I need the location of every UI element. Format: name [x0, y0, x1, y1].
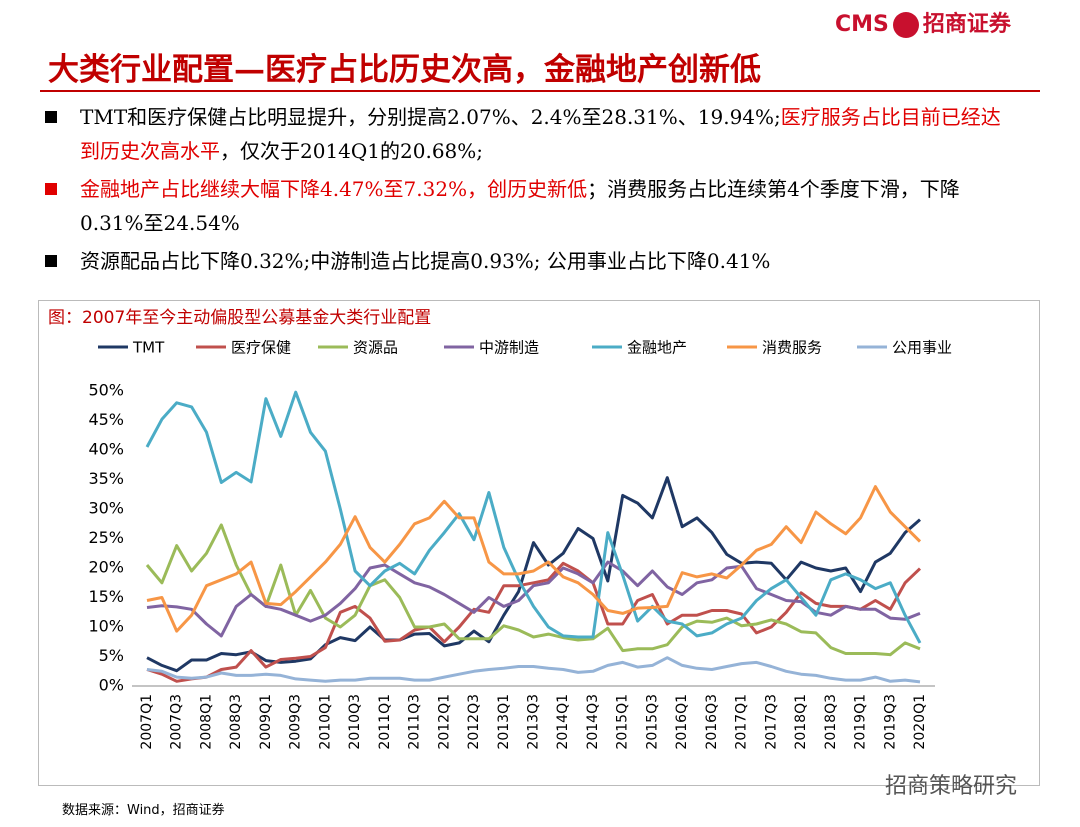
bullet-marker: [45, 255, 57, 267]
x-tick-label: 2019Q3: [882, 694, 898, 750]
y-tick-label: 35%: [88, 469, 124, 488]
x-tick-label: 2009Q1: [258, 694, 274, 750]
x-tick-label: 2014Q1: [555, 694, 571, 750]
bullet: TMT和医疗保健占比明显提升，分别提高2.07%、2.4%至28.31%、19.…: [45, 100, 1020, 168]
x-tick-label: 2015Q1: [615, 694, 631, 750]
x-tick-label: 2010Q1: [317, 694, 333, 750]
series-line: [146, 561, 922, 683]
x-tick-label: 2011Q3: [407, 694, 423, 750]
x-tick-label: 2013Q3: [526, 694, 542, 750]
y-tick-label: 25%: [88, 528, 124, 547]
y-tick-label: 10%: [88, 617, 124, 636]
bullet-text: ；消费服务占比连续第4个季度下滑，下降0.31%至24.54%: [80, 177, 960, 235]
legend-label: 中游制造: [479, 339, 539, 357]
x-tick-label: 2012Q3: [466, 694, 482, 750]
source: 数据来源：Wind，招商证券: [62, 803, 225, 818]
y-tick-label: 45%: [88, 410, 124, 429]
x-tick-label: 2020Q1: [912, 694, 928, 750]
y-tick-label: 40%: [88, 440, 124, 459]
chart-title: 图：2007年至今主动偏股型公募基金大类行业配置: [48, 308, 431, 328]
bullet-text: 金融地产占比继续大幅下降4.47%至7.32%，创历史新低: [80, 177, 588, 201]
y-tick-label: 0%: [99, 676, 124, 695]
bullet-marker: [45, 111, 57, 123]
series-line: [145, 523, 921, 657]
legend-label: 金融地产: [627, 339, 687, 357]
bullet-text: ，仅次于2014Q1的20.68%;: [220, 139, 484, 163]
x-tick-label: 2013Q1: [496, 694, 512, 750]
legend-label: TMT: [132, 339, 165, 357]
series-line: [146, 485, 922, 633]
x-tick-label: 2008Q3: [228, 694, 244, 750]
logo-icon: [892, 12, 919, 38]
x-tick-label: 2008Q1: [198, 694, 214, 750]
x-tick-label: 2009Q3: [288, 694, 304, 750]
bullet-text: 资源配品占比下降0.32%;中游制造占比提高0.93%; 公用事业占比下降0.4…: [80, 249, 771, 273]
x-tick-label: 2018Q3: [823, 694, 839, 750]
series-line: [146, 476, 921, 673]
title-rule: [40, 90, 1040, 92]
legend-label: 消费服务: [762, 339, 822, 357]
slide-title: 大类行业配置—医疗占比历史次高，金融地产创新低: [48, 52, 761, 88]
bullet-text: TMT和医疗保健占比明显提升，分别提高2.07%、2.4%至28.31%、19.…: [80, 105, 781, 129]
y-tick-label: 5%: [99, 646, 124, 665]
series-line: [146, 560, 921, 638]
legend-label: 公用事业: [892, 339, 952, 357]
x-tick-label: 2017Q1: [734, 694, 750, 750]
logo: CMS 招商证券: [835, 6, 1011, 38]
x-tick-label: 2016Q3: [704, 694, 720, 750]
y-tick-label: 30%: [88, 499, 124, 518]
x-tick-label: 2017Q3: [763, 694, 779, 750]
x-tick-label: 2011Q1: [377, 694, 393, 750]
x-tick-label: 2007Q3: [169, 694, 185, 750]
watermark: 招商策略研究: [885, 774, 1018, 799]
x-tick-label: 2007Q1: [139, 694, 155, 750]
series-line: [146, 656, 921, 684]
y-tick-label: 50%: [88, 381, 124, 400]
y-tick-label: 15%: [88, 587, 124, 606]
bullet-text: 医疗服务占比目前已经达到历史次高水平: [80, 105, 1001, 163]
x-tick-label: 2016Q1: [674, 694, 690, 750]
legend-label: 资源品: [353, 339, 398, 357]
bullet-marker: [45, 183, 57, 195]
bullet: 金融地产占比继续大幅下降4.47%至7.32%，创历史新低；消费服务占比连续第4…: [45, 172, 1020, 240]
x-tick-label: 2010Q3: [347, 694, 363, 750]
bullet-list: TMT和医疗保健占比明显提升，分别提高2.07%、2.4%至28.31%、19.…: [45, 100, 1020, 282]
bullet: 资源配品占比下降0.32%;中游制造占比提高0.93%; 公用事业占比下降0.4…: [45, 244, 1020, 278]
x-tick-label: 2019Q1: [853, 694, 869, 750]
chart-frame: [38, 300, 1040, 786]
x-tick-label: 2018Q1: [793, 694, 809, 750]
series-line: [145, 390, 922, 644]
y-tick-label: 20%: [88, 558, 124, 577]
x-tick-label: 2015Q3: [644, 694, 660, 750]
x-tick-label: 2012Q1: [436, 694, 452, 750]
x-tick-label: 2014Q3: [585, 694, 601, 750]
logo-right: 招商证券: [922, 12, 1011, 37]
logo-left: CMS: [835, 12, 889, 37]
legend-label: 医疗保健: [231, 339, 291, 357]
